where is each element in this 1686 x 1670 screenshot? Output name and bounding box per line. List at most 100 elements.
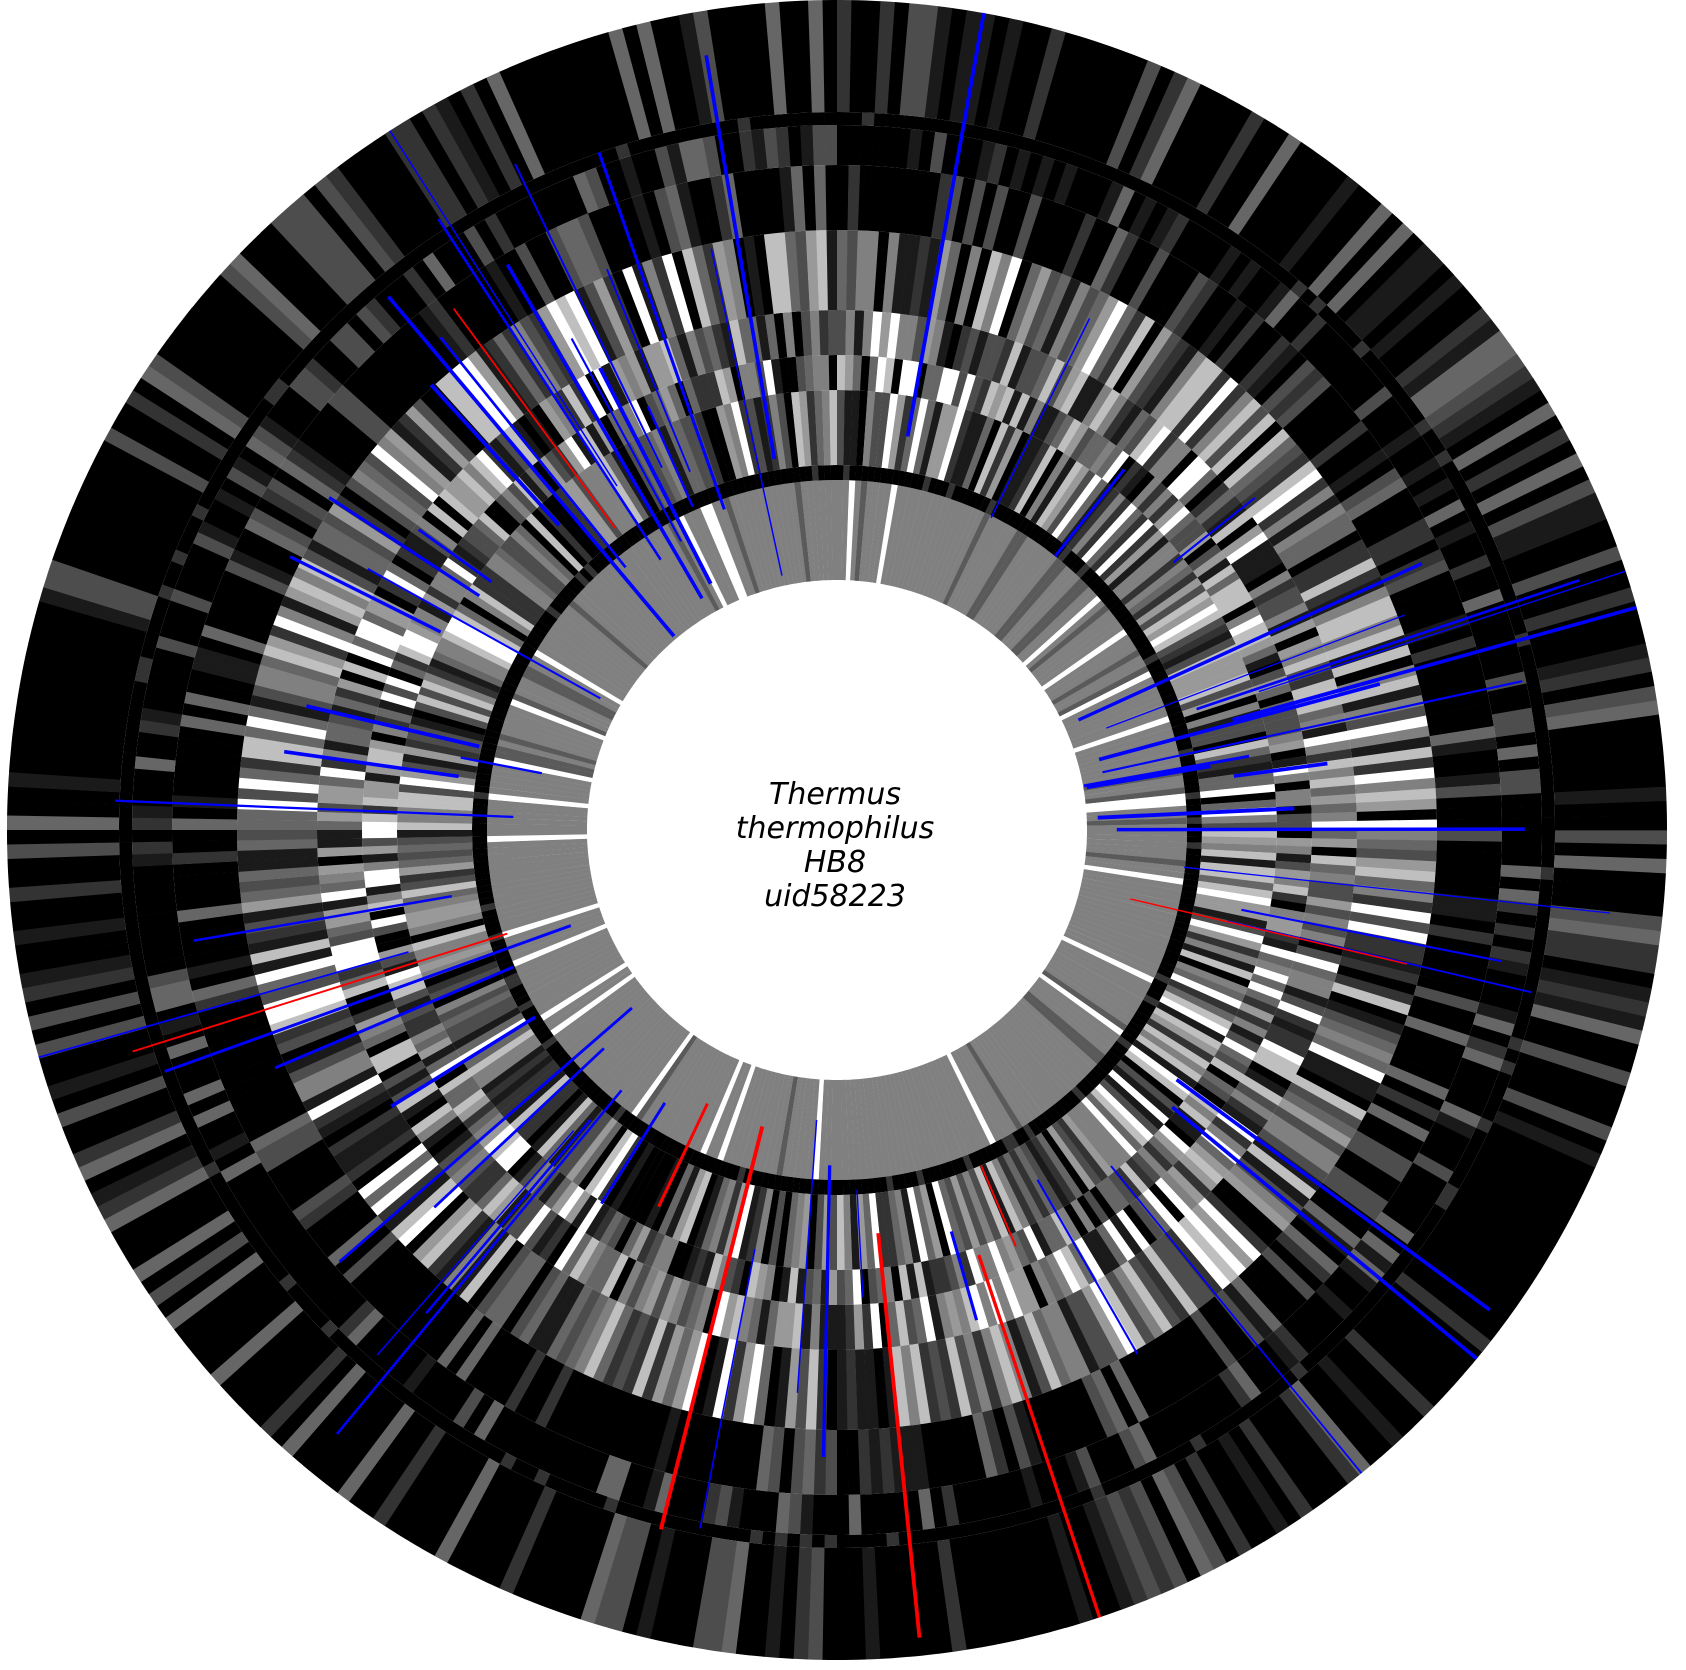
heatmap-cell: [1127, 625, 1144, 640]
heatmap-cell: [1074, 903, 1172, 939]
heatmap-cell: [1217, 126, 1290, 228]
heatmap-cell: [891, 1346, 911, 1427]
heatmap-cell: [1014, 266, 1053, 345]
heatmap-cell: [1223, 1171, 1290, 1232]
heatmap-cell: [887, 2, 910, 115]
heatmap-cell: [1186, 804, 1202, 812]
heatmap-cell: [504, 715, 601, 753]
heatmap-cell: [637, 434, 678, 505]
heatmap-cell: [375, 343, 428, 399]
heatmap-cell: [1354, 767, 1435, 785]
heatmap-cell: [1132, 1039, 1198, 1089]
blue-highlight-line: [699, 1248, 756, 1529]
heatmap-cell: [1311, 811, 1357, 822]
heatmap-cell: [342, 376, 399, 429]
heatmap-cell: [1154, 972, 1171, 985]
heatmap-cell: [1282, 1090, 1357, 1140]
heatmap-cell: [979, 496, 992, 513]
heatmap-cell: [929, 1486, 948, 1529]
heatmap-cell: [607, 561, 677, 642]
heatmap-cell: [209, 470, 227, 489]
heatmap-cell: [682, 378, 702, 414]
heatmap-cell: [434, 571, 469, 597]
heatmap-cell: [608, 1256, 637, 1302]
heatmap-cell: [837, 480, 844, 580]
heatmap-cell: [1334, 458, 1395, 504]
heatmap-cell: [135, 899, 177, 916]
heatmap-cell: [1070, 915, 1166, 956]
heatmap-cell: [162, 1070, 179, 1088]
heatmap-cell: [1139, 1028, 1206, 1077]
heatmap-cell: [120, 779, 134, 794]
heatmap-cell: [1527, 1015, 1639, 1060]
heatmap-cell: [1201, 830, 1277, 838]
heatmap-cell: [214, 1141, 256, 1172]
heatmap-cell: [403, 893, 479, 914]
heatmap-cell: [1112, 169, 1130, 187]
heatmap-cell: [1075, 1446, 1102, 1489]
heatmap-cell: [166, 1082, 184, 1099]
heatmap-cell: [734, 493, 769, 591]
heatmap-cell: [1095, 1083, 1154, 1142]
blue-highlight-line: [164, 924, 572, 1073]
heatmap-cell: [973, 494, 986, 511]
heatmap-cell: [850, 1079, 862, 1180]
heatmap-cell: [1171, 926, 1188, 937]
heatmap-cell: [272, 1147, 334, 1193]
heatmap-cell: [401, 880, 477, 899]
heatmap-cell: [687, 1414, 713, 1481]
heatmap-cell: [1076, 1101, 1132, 1163]
heatmap-cell: [1351, 487, 1414, 531]
heatmap-cell: [398, 861, 474, 876]
heatmap-cell: [450, 1147, 490, 1185]
heatmap-cell: [1083, 436, 1110, 470]
heatmap-cell: [620, 1397, 652, 1463]
heatmap-cell: [1081, 503, 1138, 564]
heatmap-cell: [1256, 1045, 1301, 1075]
heatmap-cell: [410, 715, 485, 742]
heatmap-cell: [146, 1024, 163, 1040]
heatmap-cell: [475, 772, 492, 782]
heatmap-cell: [496, 745, 595, 774]
heatmap-cell: [361, 1023, 407, 1050]
heatmap-cell: [612, 1312, 651, 1391]
heatmap-cell: [617, 445, 661, 514]
heatmap-cell: [1079, 886, 1178, 915]
heatmap-cell: [786, 467, 795, 484]
heatmap-cell: [690, 375, 709, 412]
heatmap-cell: [504, 248, 547, 311]
heatmap-cell: [296, 1257, 336, 1293]
heatmap-cell: [358, 618, 404, 645]
heatmap-cell: [1023, 399, 1046, 435]
heatmap-cell: [1325, 999, 1405, 1036]
heatmap-cell: [811, 465, 819, 481]
heatmap-cell: [732, 1422, 754, 1489]
heatmap-cell: [1501, 841, 1542, 855]
heatmap-cell: [1085, 851, 1186, 867]
heatmap-cell: [1064, 1450, 1090, 1493]
heatmap-cell: [1232, 1016, 1268, 1039]
heatmap-cell: [1136, 577, 1202, 626]
heatmap-cell: [553, 619, 638, 684]
heatmap-cell: [1523, 1027, 1635, 1074]
heatmap-cell: [967, 419, 1002, 492]
heatmap-cell: [1361, 507, 1425, 549]
heatmap-cell: [495, 886, 595, 915]
heatmap-cell: [642, 190, 672, 257]
heatmap-cell: [463, 225, 495, 266]
heatmap-cell: [447, 1463, 511, 1570]
heatmap-cell: [480, 1044, 546, 1095]
heatmap-cell: [511, 988, 528, 1002]
heatmap-cell: [1184, 1451, 1252, 1557]
heatmap-cell: [1002, 190, 1032, 257]
heatmap-cell: [1343, 1310, 1363, 1329]
heatmap-cell: [416, 516, 458, 551]
heatmap-cell: [926, 1061, 969, 1157]
heatmap-cell: [484, 920, 501, 931]
heatmap-cell: [564, 1190, 591, 1224]
heatmap-cell: [1242, 644, 1278, 666]
heatmap-cell: [945, 1160, 956, 1178]
heatmap-cell: [1149, 1012, 1219, 1057]
heatmap-cell: [577, 213, 613, 278]
heatmap-cell: [958, 523, 1013, 614]
